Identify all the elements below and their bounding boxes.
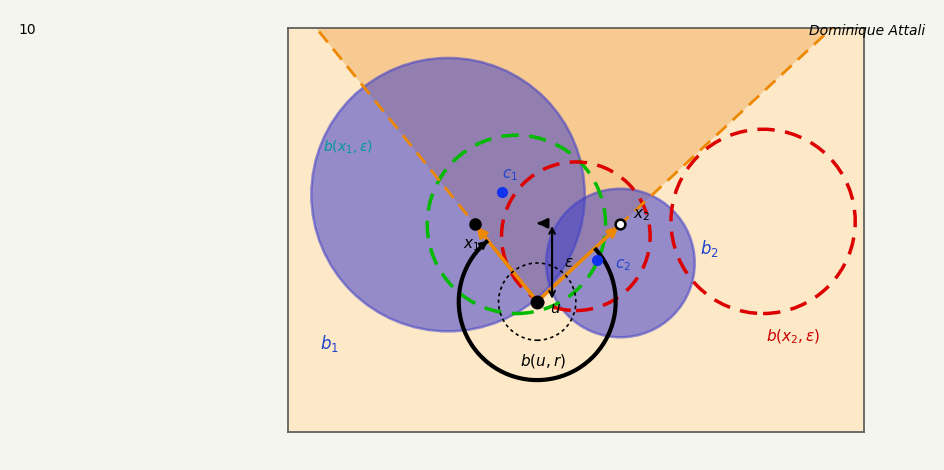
Text: $c_1$: $c_1$ (502, 167, 518, 183)
Text: $b_1$: $b_1$ (320, 333, 339, 354)
Text: Dominique Attali: Dominique Attali (809, 24, 925, 38)
Text: 10: 10 (19, 24, 37, 38)
Text: $b(x_2,\varepsilon)$: $b(x_2,\varepsilon)$ (766, 328, 820, 346)
Text: $u$: $u$ (549, 301, 561, 316)
Text: $b(u,r)$: $b(u,r)$ (520, 352, 566, 370)
Circle shape (547, 188, 695, 337)
Text: $b_2$: $b_2$ (700, 238, 719, 258)
Circle shape (312, 58, 584, 331)
Text: $\varepsilon$: $\varepsilon$ (564, 255, 574, 270)
Text: $c_2$: $c_2$ (615, 257, 632, 273)
Text: $x_1$: $x_1$ (464, 237, 480, 253)
Text: $x_2$: $x_2$ (632, 208, 649, 223)
Polygon shape (239, 0, 885, 302)
Text: $b(x_1,\varepsilon)$: $b(x_1,\varepsilon)$ (323, 138, 373, 156)
